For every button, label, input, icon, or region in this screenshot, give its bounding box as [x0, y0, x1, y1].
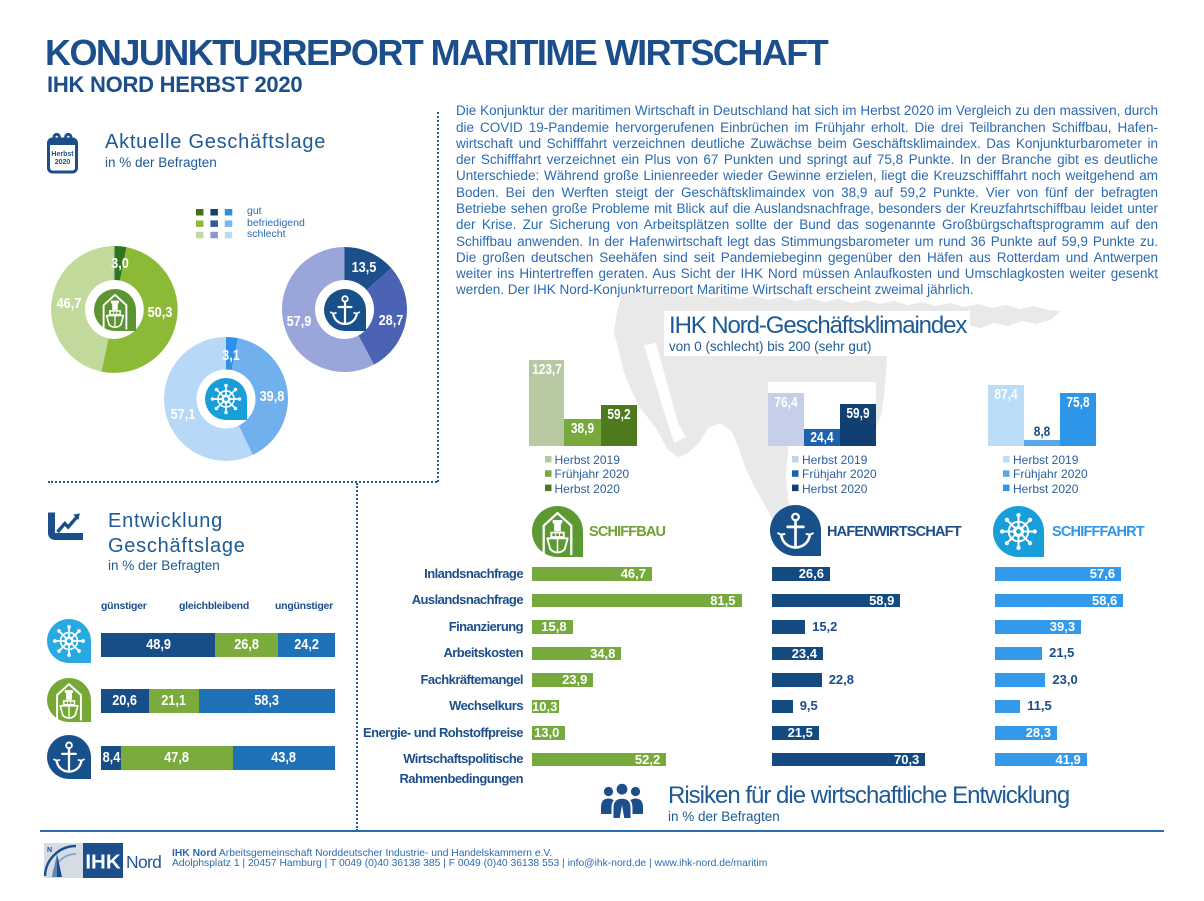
svg-text:IHK: IHK [85, 851, 121, 874]
svg-text:2020: 2020 [55, 159, 71, 166]
svg-text:Nord: Nord [126, 852, 161, 872]
svg-text:N: N [47, 847, 52, 854]
svg-text:Herbst: Herbst [51, 151, 74, 158]
